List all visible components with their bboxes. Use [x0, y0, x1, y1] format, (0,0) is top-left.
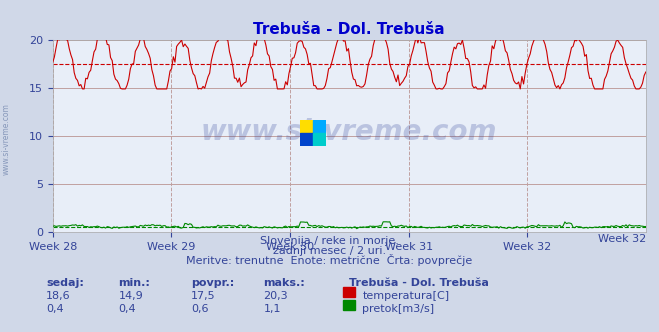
Text: 18,6: 18,6 — [46, 291, 71, 301]
Text: maks.:: maks.: — [264, 278, 305, 288]
Bar — [313, 120, 326, 133]
Text: Meritve: trenutne  Enote: metrične  Črta: povprečje: Meritve: trenutne Enote: metrične Črta: … — [186, 254, 473, 266]
Bar — [300, 120, 313, 133]
Text: zadnji mesec / 2 uri.: zadnji mesec / 2 uri. — [273, 246, 386, 256]
Text: 20,3: 20,3 — [264, 291, 288, 301]
Text: pretok[m3/s]: pretok[m3/s] — [362, 304, 434, 314]
Bar — [300, 133, 313, 146]
Text: min.:: min.: — [119, 278, 150, 288]
Text: 0,6: 0,6 — [191, 304, 209, 314]
Bar — [313, 133, 326, 146]
Text: Trebuša - Dol. Trebuša: Trebuša - Dol. Trebuša — [349, 278, 489, 288]
Text: povpr.:: povpr.: — [191, 278, 235, 288]
Text: 0,4: 0,4 — [119, 304, 136, 314]
Title: Trebuša - Dol. Trebuša: Trebuša - Dol. Trebuša — [254, 22, 445, 37]
Text: Slovenija / reke in morje.: Slovenija / reke in morje. — [260, 236, 399, 246]
Text: www.si-vreme.com: www.si-vreme.com — [2, 104, 11, 175]
Text: 0,4: 0,4 — [46, 304, 64, 314]
Text: 1,1: 1,1 — [264, 304, 281, 314]
Text: 17,5: 17,5 — [191, 291, 215, 301]
Text: temperatura[C]: temperatura[C] — [362, 291, 449, 301]
Text: www.si-vreme.com: www.si-vreme.com — [201, 118, 498, 146]
Text: 14,9: 14,9 — [119, 291, 144, 301]
Text: Week 32: Week 32 — [598, 234, 646, 244]
Text: sedaj:: sedaj: — [46, 278, 84, 288]
